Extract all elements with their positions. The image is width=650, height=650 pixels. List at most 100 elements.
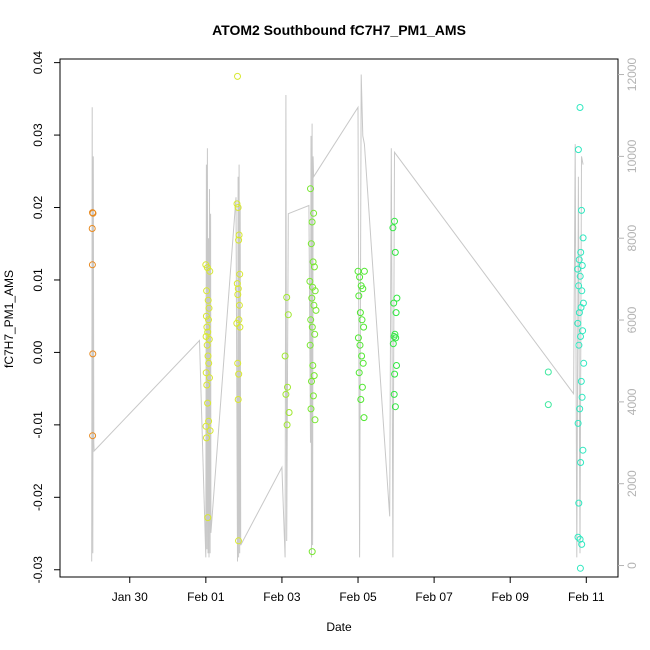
data-point	[311, 330, 319, 338]
y2-tick-label: 12000	[625, 58, 639, 92]
data-point	[204, 296, 212, 304]
data-point	[235, 316, 243, 324]
data-point	[203, 264, 211, 272]
data-point	[360, 414, 368, 422]
x-tick-label: Jan 30	[112, 590, 148, 604]
data-point	[284, 383, 291, 391]
y2-tick-label: 10000	[625, 139, 639, 173]
data-point	[357, 396, 365, 403]
data-point	[578, 393, 586, 401]
data-point	[308, 294, 316, 302]
data-point	[203, 323, 211, 331]
data-point	[389, 340, 397, 348]
data-point	[575, 341, 583, 349]
data-point	[392, 334, 400, 342]
data-point	[360, 323, 368, 331]
data-point	[283, 293, 291, 301]
data-point	[89, 209, 97, 217]
data-point	[308, 218, 316, 226]
data-point	[205, 359, 213, 367]
data-point	[307, 185, 314, 193]
data-point	[359, 285, 367, 293]
data-point	[356, 309, 364, 317]
data-point	[575, 309, 583, 317]
data-point	[391, 370, 399, 378]
data-point	[356, 273, 364, 281]
data-point	[284, 311, 292, 319]
data-point	[312, 306, 320, 314]
data-point	[358, 383, 366, 391]
data-point	[206, 374, 213, 382]
data-point	[360, 267, 368, 275]
y2-tick-label: 8000	[625, 225, 639, 252]
data-point	[203, 381, 211, 389]
y-tick-label: 0.04	[31, 51, 45, 75]
x-tick-label: Feb 09	[492, 590, 530, 604]
data-point	[205, 304, 213, 312]
data-point	[206, 267, 214, 275]
data-point	[236, 270, 244, 278]
data-point	[203, 434, 210, 442]
data-point	[204, 514, 212, 522]
data-point	[354, 334, 362, 342]
plot-frame	[59, 58, 619, 578]
y-tick-label: 0.01	[31, 268, 45, 292]
data-point	[206, 427, 214, 435]
y-tick-label: 0.00	[31, 340, 45, 364]
data-point	[311, 287, 319, 295]
data-point	[579, 446, 587, 454]
data-point	[205, 335, 213, 343]
data-point	[204, 352, 212, 360]
data-point	[307, 240, 315, 248]
data-point	[575, 499, 583, 507]
data-point	[235, 231, 243, 239]
data-point	[310, 209, 318, 217]
data-point	[391, 248, 399, 256]
data-point	[578, 262, 586, 269]
data-point	[544, 401, 552, 409]
data-point	[235, 236, 243, 244]
data-point	[577, 459, 585, 466]
data-point	[236, 323, 244, 331]
data-point	[307, 405, 315, 413]
data-point	[577, 248, 585, 256]
y-tick-label: 0.03	[31, 123, 45, 147]
data-point	[390, 333, 398, 340]
points-layer	[88, 72, 588, 572]
data-point	[281, 352, 289, 360]
data-point	[309, 258, 317, 266]
data-point	[577, 333, 584, 340]
data-point	[204, 399, 212, 407]
data-point	[574, 419, 582, 427]
data-point	[308, 323, 316, 331]
y-tick-label: -0.02	[31, 483, 45, 511]
data-point	[390, 390, 398, 398]
data-point	[576, 564, 584, 572]
data-point	[391, 217, 398, 225]
data-point	[359, 359, 367, 367]
data-point	[306, 277, 314, 285]
x-tick-label: Feb 05	[339, 590, 377, 604]
x-tick-label: Feb 07	[415, 590, 453, 604]
data-point	[283, 421, 291, 429]
data-point	[233, 280, 241, 288]
data-point	[579, 234, 587, 242]
data-point	[202, 312, 210, 320]
data-point	[393, 362, 400, 369]
data-point	[356, 341, 364, 349]
y2-tick-label: 2000	[625, 470, 639, 497]
data-point	[235, 537, 242, 545]
data-point	[234, 72, 241, 80]
data-point	[358, 316, 366, 324]
y-tick-label: 0.02	[31, 196, 45, 220]
data-point	[202, 422, 210, 430]
data-point	[578, 287, 586, 295]
data-point	[89, 432, 97, 440]
data-point	[285, 409, 293, 416]
data-point	[202, 369, 210, 377]
data-point	[580, 359, 588, 367]
data-point	[576, 405, 584, 413]
data-point	[391, 403, 399, 411]
data-point	[203, 341, 211, 349]
